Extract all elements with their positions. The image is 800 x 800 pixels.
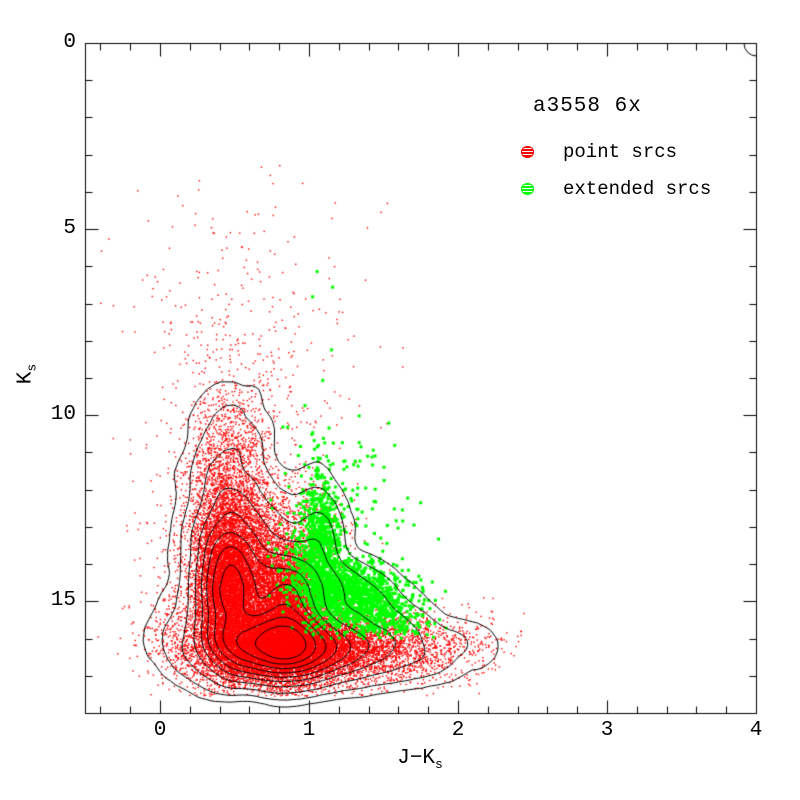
x-tick-label: 3 <box>600 719 614 742</box>
y-tick-label: 5 <box>63 217 76 241</box>
extended-srcs-marker-icon <box>521 183 534 195</box>
x-axis-title-sub: s <box>435 757 443 772</box>
y-axis-title: Ks <box>15 364 40 384</box>
y-tick-label: 15 <box>50 589 76 613</box>
point-srcs-marker-icon <box>521 146 534 158</box>
x-tick-label: 4 <box>749 719 763 742</box>
y-tick-label: 10 <box>50 403 76 427</box>
x-tick-label: 1 <box>302 719 316 742</box>
x-axis-title-main: J−K <box>397 747 435 770</box>
y-axis-title-main: K <box>14 371 38 385</box>
legend-item-label: extended srcs <box>563 178 712 200</box>
legend-item-label: point srcs <box>563 141 678 163</box>
y-tick-label: 0 <box>63 31 76 54</box>
x-axis-title: J−Ks <box>360 747 480 772</box>
y-axis-title-sub: s <box>24 363 40 372</box>
x-tick-label: 0 <box>153 719 167 742</box>
x-tick-label: 2 <box>451 719 465 742</box>
legend-title: a3558 6x <box>533 95 642 118</box>
